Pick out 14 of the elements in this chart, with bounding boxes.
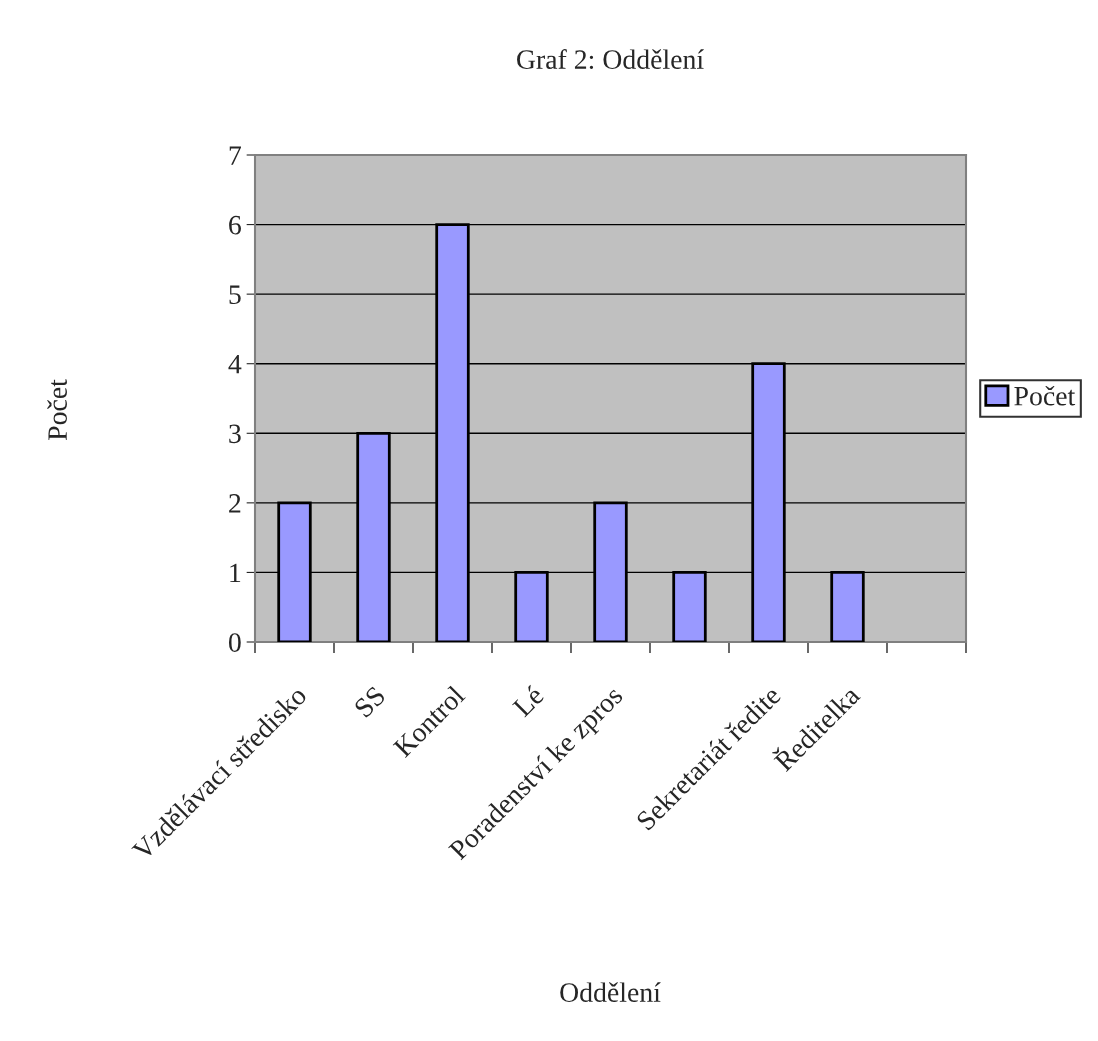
legend-label: Počet [1014, 385, 1076, 406]
y-tick-label: 5 [229, 285, 241, 305]
y-tick-label: 2 [229, 494, 241, 513]
x-tick-label: Lé [511, 684, 545, 718]
y-tick-label: 7 [229, 146, 242, 165]
y-axis-title: Počet [47, 379, 67, 441]
y-tick-label: 1 [230, 563, 241, 583]
y-tick-label: 3 [229, 424, 241, 444]
y-tick-label: 0 [228, 633, 241, 652]
y-tick-label: 4 [228, 355, 242, 374]
x-tick-label: SS [353, 685, 387, 719]
chart-title: Graf 2: Oddělení [517, 49, 704, 70]
y-tick-label: 6 [229, 215, 241, 235]
x-axis-title: Oddělení [560, 982, 661, 1002]
